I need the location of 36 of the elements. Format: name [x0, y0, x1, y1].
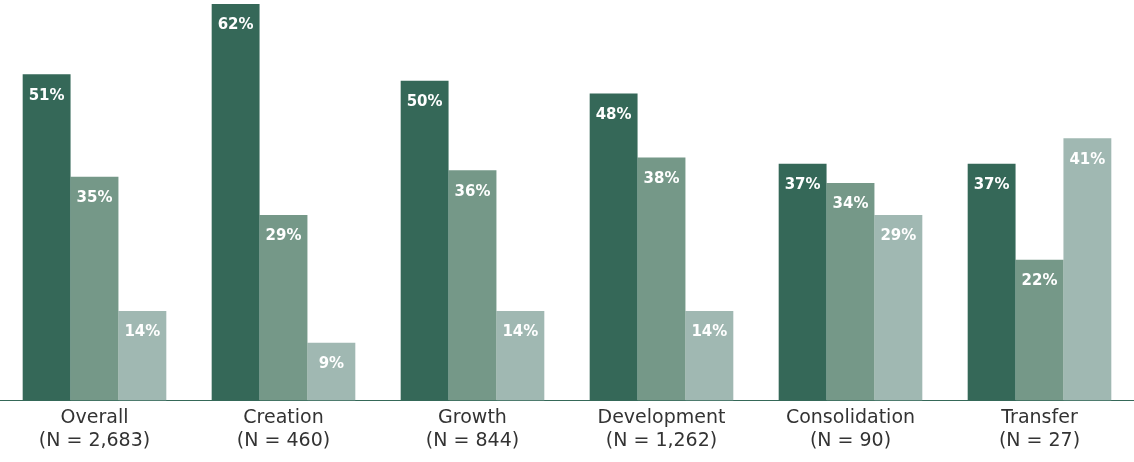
data-label: 41% [1069, 149, 1106, 168]
bar [70, 176, 119, 401]
x-tick-label: Consolidation (N = 90) [785, 404, 916, 450]
data-label: 22% [1021, 271, 1058, 290]
bar [259, 214, 308, 401]
data-label: 36% [454, 181, 491, 200]
data-label: 51% [28, 85, 65, 104]
data-label: 35% [76, 188, 113, 207]
bar [307, 342, 356, 401]
data-label: 29% [265, 226, 302, 245]
data-label: 14% [691, 322, 728, 341]
data-label: 9% [318, 354, 345, 373]
bar [448, 170, 497, 401]
x-tick-label: Growth (N = 844) [425, 404, 520, 450]
x-tick-label: Creation (N = 460) [236, 404, 331, 450]
bar [496, 310, 545, 401]
bar [637, 157, 686, 401]
x-tick-label: Development (N = 1,262) [597, 404, 726, 450]
x-tick-label: Overall (N = 2,683) [38, 404, 151, 450]
data-label: 48% [595, 104, 632, 123]
bar [1063, 138, 1112, 401]
data-label: 34% [832, 194, 869, 213]
data-label: 37% [784, 175, 821, 194]
data-label: 50% [406, 92, 443, 111]
data-label: 29% [880, 226, 917, 245]
bar [118, 310, 167, 401]
data-label: 37% [973, 175, 1010, 194]
data-label: 38% [643, 168, 680, 187]
bar [685, 310, 734, 401]
bar [1015, 259, 1064, 401]
data-label: 62% [217, 15, 254, 34]
data-label: 14% [502, 322, 539, 341]
x-tick-label: Transfer (N = 27) [998, 404, 1081, 450]
bar [826, 183, 875, 401]
bar [874, 214, 923, 401]
data-label: 14% [124, 322, 161, 341]
